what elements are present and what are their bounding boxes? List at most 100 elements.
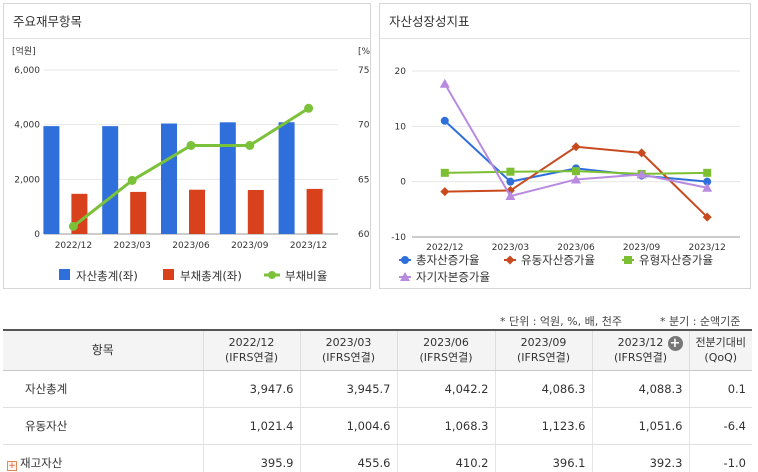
- unit-note: * 단위 : 억원, %, 배, 천주: [500, 315, 622, 328]
- right-tick-label: 65: [358, 175, 369, 185]
- series-point: [505, 186, 515, 196]
- y-tick-label: -10: [391, 233, 406, 243]
- cell-value: 3,947.6: [202, 370, 300, 408]
- legend-swatch: [163, 269, 174, 280]
- x-tick-label: 2022/12: [55, 241, 92, 251]
- series-point: [506, 167, 515, 176]
- financial-items-title: 주요재무항목: [4, 4, 370, 39]
- bar-total-assets: [43, 126, 60, 234]
- legend-swatch: [505, 255, 515, 265]
- bar-total-assets: [219, 122, 236, 234]
- bar-total-assets: [161, 123, 177, 234]
- bar-total-assets: [278, 122, 295, 234]
- x-tick-label: 2023/06: [172, 241, 210, 251]
- series-point: [572, 167, 580, 176]
- bar-total-assets: [102, 126, 119, 234]
- period-note: * 분기 : 순액기준: [660, 315, 741, 328]
- asset-growth-panel: 자산성장성지표 20 10 0 -10 2022/12 2023/03 2023/06 202…: [379, 3, 751, 289]
- series-point: [505, 191, 516, 201]
- point-debt-ratio: [127, 175, 137, 185]
- right-tick-label: 60: [358, 230, 370, 240]
- legend-swatch: [59, 269, 70, 280]
- left-tick-label: 2,000: [14, 175, 40, 185]
- header-period: 2022/12 (IFRS연결): [202, 329, 300, 371]
- series-point: [440, 187, 450, 197]
- cell-value: 1,068.3: [396, 407, 495, 445]
- series-point: [440, 168, 449, 177]
- legend-swatch: [268, 271, 276, 279]
- left-tick-label: 0: [34, 230, 40, 240]
- row-label: 유동자산: [3, 407, 203, 445]
- x-tick-label: 2023/03: [492, 243, 529, 253]
- asset-growth-chart: 20 10 0 -10 2022/12 2023/03 2023/06 2023/09 2023…: [391, 67, 740, 284]
- add-period-icon[interactable]: +: [667, 336, 683, 351]
- y-tick-label: 10: [395, 122, 407, 132]
- x-tick-label: 2023/03: [114, 241, 151, 251]
- x-tick-label: 2023/09: [623, 243, 661, 253]
- legend-label: 유동자산증가율: [521, 253, 595, 267]
- left-tick-label: 6,000: [14, 66, 40, 76]
- bar-total-liabilities: [247, 189, 264, 234]
- bar-total-liabilities: [306, 188, 323, 234]
- cell-value: 395.9: [202, 444, 300, 472]
- legend-label: 부채총계(좌): [180, 269, 242, 283]
- right-axis-unit: [%]: [358, 47, 370, 57]
- cell-value: 1,051.6: [591, 407, 689, 445]
- series-point: [506, 177, 515, 186]
- series-point: [703, 177, 712, 186]
- cell-qoq: -1.0: [688, 444, 752, 472]
- header-period-latest: + 2023/12 (IFRS연결): [591, 329, 689, 371]
- legend-swatch: [400, 272, 410, 281]
- x-tick-label: 2023/12: [689, 243, 726, 253]
- bar-total-liabilities: [130, 191, 147, 234]
- y-tick-label: 0: [400, 178, 406, 188]
- series-point: [702, 212, 712, 222]
- table-header-row: 항목 2022/12 (IFRS연결) 2023/03 (IFRS연결) 2023/…: [3, 329, 752, 371]
- cell-value: 3,945.7: [299, 370, 397, 408]
- cell-value: 4,088.3: [591, 370, 689, 408]
- x-tick-label: 2023/09: [231, 241, 269, 251]
- legend-label: 총자산증가율: [416, 253, 479, 267]
- y-tick-label: 20: [395, 67, 407, 77]
- financial-table: 항목 2022/12 (IFRS연결) 2023/03 (IFRS연결) 2023/…: [3, 329, 752, 472]
- header-period: 2023/06 (IFRS연결): [396, 329, 495, 371]
- point-debt-ratio: [186, 140, 196, 150]
- right-tick-label: 70: [358, 121, 370, 131]
- cell-value: 455.6: [299, 444, 397, 472]
- x-tick-label: 2023/12: [290, 241, 327, 251]
- expand-plus-icon[interactable]: +: [7, 460, 17, 471]
- series-point: [702, 182, 713, 192]
- table-row: + 재고자산 395.9 455.6 410.2 396.1 392.3 -1.0: [3, 444, 752, 472]
- series-point: [637, 148, 647, 158]
- x-tick-label: 2023/06: [557, 243, 595, 253]
- header-item: 항목: [3, 329, 203, 371]
- legend-swatch: [624, 256, 632, 264]
- series-point: [703, 168, 712, 177]
- cell-value: 4,086.3: [494, 370, 592, 408]
- series-point: [571, 174, 581, 184]
- header-period: 2023/09 (IFRS연결): [494, 329, 592, 371]
- cell-value: 410.2: [396, 444, 495, 472]
- left-tick-label: 4,000: [14, 121, 40, 131]
- legend-label: 자산총계(좌): [76, 269, 138, 283]
- cell-value: 1,004.6: [299, 407, 397, 445]
- header-qoq: 전분기대비 (QoQ): [688, 329, 752, 371]
- cell-qoq: 0.1: [688, 370, 752, 408]
- cell-value: 396.1: [494, 444, 592, 472]
- financial-items-chart: [억원] [%] 6,000 4,000 2,000 0 75 70 65 60 2022/12 20…: [12, 45, 370, 283]
- series-point: [571, 142, 581, 152]
- point-debt-ratio: [245, 140, 255, 150]
- bar-total-liabilities: [189, 189, 205, 234]
- table-row: 자산총계 3,947.6 3,945.7 4,042.2 4,086.3 4,0…: [3, 370, 752, 408]
- row-label-expandable[interactable]: + 재고자산: [3, 444, 203, 472]
- header-period: 2023/03 (IFRS연결): [299, 329, 397, 371]
- point-debt-ratio: [68, 221, 78, 231]
- cell-value: 4,042.2: [396, 370, 495, 408]
- legend-label: 유형자산증가율: [639, 253, 713, 267]
- right-tick-label: 75: [358, 66, 369, 76]
- asset-growth-title: 자산성장성지표: [380, 4, 750, 39]
- series-point: [636, 169, 647, 179]
- left-axis-unit: [억원]: [12, 45, 36, 57]
- legend-swatch: [401, 256, 409, 264]
- cell-value: 1,021.4: [202, 407, 300, 445]
